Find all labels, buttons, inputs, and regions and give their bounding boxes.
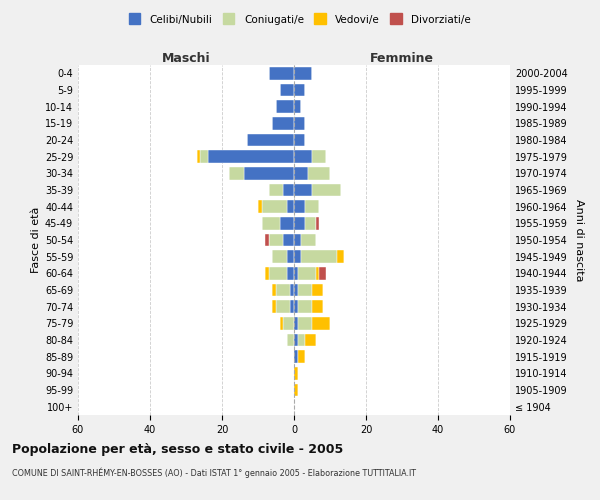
Bar xyxy=(258,200,262,213)
Bar xyxy=(290,284,294,296)
Bar xyxy=(287,200,294,213)
Bar xyxy=(294,117,305,130)
Bar xyxy=(276,300,290,313)
Bar xyxy=(316,217,319,230)
Bar xyxy=(337,250,344,263)
Bar xyxy=(312,284,323,296)
Bar xyxy=(305,334,316,346)
Bar xyxy=(276,100,294,113)
Bar xyxy=(298,334,305,346)
Bar xyxy=(197,150,200,163)
Bar xyxy=(298,350,305,363)
Bar xyxy=(265,234,269,246)
Bar xyxy=(294,184,312,196)
Bar xyxy=(265,267,269,280)
Text: Popolazione per età, sesso e stato civile - 2005: Popolazione per età, sesso e stato civil… xyxy=(12,442,343,456)
Bar xyxy=(298,267,316,280)
Bar xyxy=(298,284,312,296)
Bar xyxy=(294,250,301,263)
Bar xyxy=(312,317,330,330)
Bar xyxy=(244,167,294,179)
Bar xyxy=(298,317,312,330)
Bar xyxy=(272,284,276,296)
Bar xyxy=(305,200,319,213)
Bar xyxy=(294,67,312,80)
Bar xyxy=(294,267,298,280)
Bar xyxy=(301,250,337,263)
Y-axis label: Anni di nascita: Anni di nascita xyxy=(574,198,584,281)
Bar xyxy=(269,267,287,280)
Bar xyxy=(316,267,319,280)
Bar xyxy=(283,184,294,196)
Bar xyxy=(283,234,294,246)
Bar xyxy=(312,150,326,163)
Bar xyxy=(294,384,298,396)
Bar xyxy=(287,250,294,263)
Legend: Celibi/Nubili, Coniugati/e, Vedovi/e, Divorziati/e: Celibi/Nubili, Coniugati/e, Vedovi/e, Di… xyxy=(125,10,475,29)
Bar xyxy=(319,267,326,280)
Bar xyxy=(312,300,323,313)
Bar xyxy=(294,84,305,96)
Bar xyxy=(200,150,208,163)
Bar xyxy=(287,334,294,346)
Bar xyxy=(294,284,298,296)
Text: Femmine: Femmine xyxy=(370,52,434,65)
Bar xyxy=(229,167,244,179)
Bar xyxy=(262,217,280,230)
Bar xyxy=(294,367,298,380)
Bar xyxy=(280,84,294,96)
Bar xyxy=(247,134,294,146)
Bar xyxy=(294,167,308,179)
Bar xyxy=(280,317,283,330)
Bar xyxy=(294,100,301,113)
Bar xyxy=(294,300,298,313)
Bar xyxy=(276,284,290,296)
Bar xyxy=(294,200,305,213)
Bar xyxy=(301,234,316,246)
Bar xyxy=(262,200,287,213)
Bar xyxy=(294,134,305,146)
Bar xyxy=(280,217,294,230)
Bar xyxy=(298,300,312,313)
Bar xyxy=(269,234,283,246)
Y-axis label: Fasce di età: Fasce di età xyxy=(31,207,41,273)
Bar xyxy=(305,217,316,230)
Bar xyxy=(287,267,294,280)
Bar xyxy=(294,334,298,346)
Bar xyxy=(269,184,283,196)
Bar xyxy=(312,184,341,196)
Bar xyxy=(272,300,276,313)
Bar xyxy=(294,150,312,163)
Bar xyxy=(294,317,298,330)
Text: COMUNE DI SAINT-RHÉMY-EN-BOSSES (AO) - Dati ISTAT 1° gennaio 2005 - Elaborazione: COMUNE DI SAINT-RHÉMY-EN-BOSSES (AO) - D… xyxy=(12,468,416,478)
Bar xyxy=(294,234,301,246)
Bar xyxy=(290,300,294,313)
Bar xyxy=(208,150,294,163)
Text: Maschi: Maschi xyxy=(161,52,211,65)
Bar xyxy=(269,67,294,80)
Bar xyxy=(294,350,298,363)
Bar xyxy=(283,317,294,330)
Bar xyxy=(272,117,294,130)
Bar xyxy=(308,167,330,179)
Bar xyxy=(272,250,287,263)
Bar xyxy=(294,217,305,230)
